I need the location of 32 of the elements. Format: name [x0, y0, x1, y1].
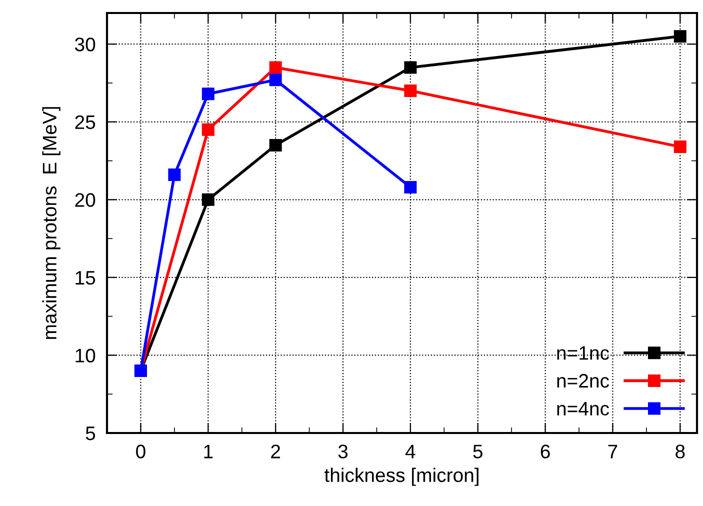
y-tick-label: 25: [75, 115, 96, 130]
y-tick-label: 30: [75, 38, 96, 52]
point: [168, 168, 181, 182]
point: [202, 88, 214, 100]
point: [674, 140, 686, 154]
y-tick-label: 20: [75, 193, 96, 207]
point: [269, 138, 282, 152]
x-tick-label: 7: [608, 444, 618, 458]
y-axis-title: maximum protons E [MeV]: [42, 107, 60, 339]
y-tick-label: 10: [76, 348, 96, 362]
x-tick-label: 0: [136, 444, 146, 458]
point: [674, 30, 686, 43]
x-tick-label: 8: [676, 444, 685, 458]
x-tick-label: 3: [338, 444, 348, 458]
legend-label: n=1nc: [557, 346, 609, 360]
point: [404, 180, 417, 194]
point: [404, 84, 417, 98]
point: [202, 193, 214, 206]
point: [269, 61, 282, 74]
point: [202, 123, 214, 136]
y-tick-label: 5: [86, 426, 96, 440]
x-axis-title: thickness [micron]: [324, 468, 478, 486]
legend-label: n=2nc: [557, 374, 609, 388]
point: [269, 74, 282, 86]
x-tick-label: 6: [540, 444, 550, 458]
x-tick-label: 4: [405, 444, 416, 458]
x-tick-label: 2: [271, 444, 280, 458]
x-tick-label: 1: [204, 444, 213, 458]
legend-label: n=4nc: [557, 402, 609, 416]
x-tick-label: 5: [473, 444, 482, 458]
y-tick-label: 15: [76, 271, 96, 285]
point: [404, 61, 417, 74]
